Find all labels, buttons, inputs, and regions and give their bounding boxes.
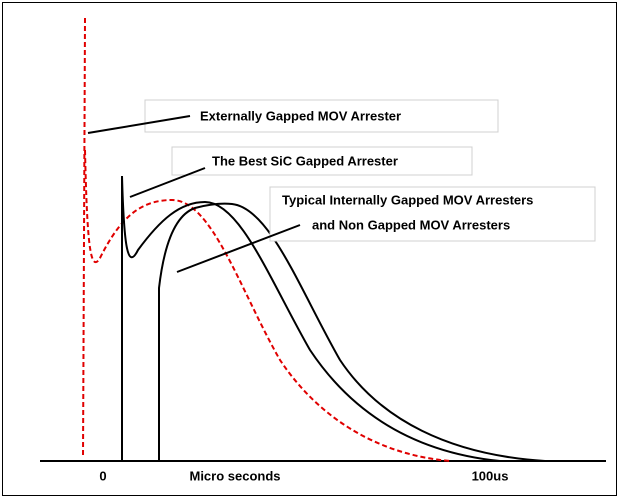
label-box (269, 186, 596, 242)
label: The Best SiC Gapped Arrester (212, 153, 398, 168)
axis-label: 100us (472, 468, 509, 483)
leader-line (129, 167, 206, 198)
label: Externally Gapped MOV Arrester (200, 108, 401, 123)
label-box (171, 146, 473, 176)
typical-curve (158, 202, 546, 462)
label: and Non Gapped MOV Arresters (312, 217, 510, 232)
axis-title: Micro seconds (189, 468, 280, 483)
axis-label: 0 (99, 468, 106, 483)
label: Typical Internally Gapped MOV Arresters (282, 192, 533, 207)
sic-curve (121, 175, 501, 462)
label-box (144, 99, 499, 133)
leader-line (87, 115, 191, 134)
leader-line (176, 224, 301, 273)
